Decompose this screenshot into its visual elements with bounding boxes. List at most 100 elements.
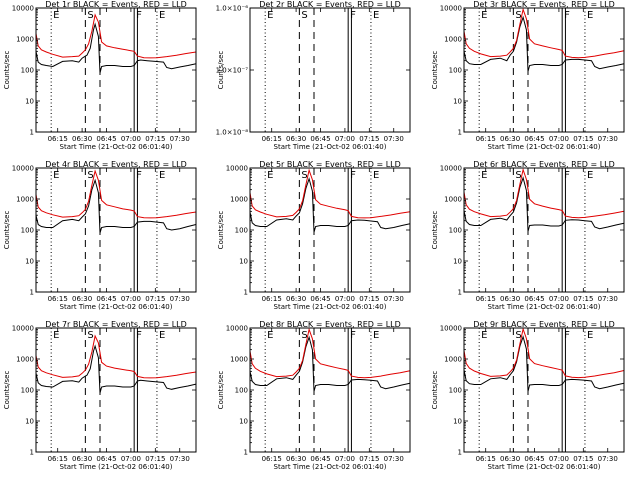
x-tick-label: 07:30 xyxy=(170,135,190,143)
y-tick-label: 1000 xyxy=(444,36,462,44)
x-tick-label: 07:00 xyxy=(121,295,141,303)
series-line-events xyxy=(463,15,625,72)
y-tick-label: 1000 xyxy=(230,196,248,204)
y-tick-label: 1000 xyxy=(444,196,462,204)
x-tick-label: 07:00 xyxy=(121,455,141,463)
x-tick-label: 07:00 xyxy=(549,295,569,303)
x-tick-label: 07:30 xyxy=(170,295,190,303)
series-line-lld xyxy=(463,327,625,379)
plot-frame xyxy=(249,167,411,293)
detector-panel-5: E S F E 06:15 06:30 06:45 07:00 07:15 07:30 1 10 100… xyxy=(217,160,411,311)
y-tick-label: 1.0×10⁻⁷ xyxy=(216,67,249,75)
x-axis-label: Start Time (21-Oct-02 06:01:40) xyxy=(60,143,173,151)
x-tick-label: 06:45 xyxy=(524,295,544,303)
marker-label: E xyxy=(587,10,593,21)
marker-label: S xyxy=(515,170,521,181)
y-tick-label: 10000 xyxy=(12,5,34,13)
y-axis-label: Counts/sec xyxy=(217,371,225,410)
x-axis-label: Start Time (21-Oct-02 06:01:40) xyxy=(60,303,173,311)
series-line-events xyxy=(463,176,625,232)
y-tick-label: 10000 xyxy=(440,5,462,13)
x-tick-label: 06:15 xyxy=(476,295,496,303)
y-tick-label: 1 xyxy=(244,289,248,297)
series-line-lld xyxy=(463,167,625,219)
y-tick-label: 10 xyxy=(453,258,462,266)
marker-label: F xyxy=(350,170,356,181)
x-tick-label: 07:00 xyxy=(335,135,355,143)
marker-label: E xyxy=(373,330,379,341)
x-tick-label: 07:15 xyxy=(359,135,379,143)
x-tick-label: 06:45 xyxy=(96,455,116,463)
y-axis-label: Counts/sec xyxy=(217,211,225,250)
x-tick-label: 06:30 xyxy=(286,135,306,143)
plot-frame xyxy=(463,327,625,453)
x-tick-label: 06:30 xyxy=(500,135,520,143)
plot-frame xyxy=(463,167,625,293)
marker-label: F xyxy=(136,330,142,341)
y-axis-label: Counts/sec xyxy=(431,371,439,410)
x-tick-label: 06:15 xyxy=(262,135,282,143)
y-tick-label: 1000 xyxy=(16,36,34,44)
panel-title: Det 2r BLACK = Events, RED = LLD xyxy=(259,0,401,9)
marker-label: E xyxy=(159,170,165,181)
y-axis-label: Counts/sec xyxy=(3,211,11,250)
y-tick-label: 100 xyxy=(21,387,34,395)
panel-title: Det 3r BLACK = Events, RED = LLD xyxy=(473,0,615,9)
detector-panel-4: E S F E 06:15 06:30 06:45 07:00 07:15 07:30 1 10 100… xyxy=(3,160,197,311)
marker-label: E xyxy=(587,170,593,181)
y-tick-label: 1000 xyxy=(444,356,462,364)
x-tick-label: 06:15 xyxy=(48,135,68,143)
y-tick-label: 1000 xyxy=(16,196,34,204)
y-axis-label: Counts/sec xyxy=(431,51,439,90)
x-tick-label: 06:15 xyxy=(48,295,68,303)
y-axis-label: Counts/sec xyxy=(3,371,11,410)
y-tick-label: 10 xyxy=(453,418,462,426)
y-tick-label: 10 xyxy=(25,258,34,266)
y-tick-label: 1 xyxy=(244,449,248,457)
panel-title: Det 5r BLACK = Events, RED = LLD xyxy=(259,160,401,169)
y-tick-label: 10 xyxy=(239,258,248,266)
x-tick-label: 07:15 xyxy=(573,295,593,303)
plot-frame xyxy=(249,327,411,453)
marker-label: F xyxy=(136,170,142,181)
series-line-events xyxy=(35,344,197,394)
x-axis-label: Start Time (21-Oct-02 06:01:40) xyxy=(488,143,601,151)
marker-label: E xyxy=(159,10,165,21)
y-tick-label: 10 xyxy=(25,98,34,106)
detector-panel-9: E S F E 06:15 06:30 06:45 07:00 07:15 07:30 1 10 100… xyxy=(431,320,625,471)
y-tick-label: 1 xyxy=(30,449,34,457)
marker-label: E xyxy=(587,330,593,341)
marker-label: F xyxy=(564,10,570,21)
y-tick-label: 1000 xyxy=(16,356,34,364)
series-line-lld xyxy=(249,168,411,219)
marker-label: S xyxy=(301,170,307,181)
y-tick-label: 10000 xyxy=(12,325,34,333)
y-tick-label: 100 xyxy=(235,387,248,395)
x-tick-label: 06:30 xyxy=(72,135,92,143)
y-tick-label: 100 xyxy=(235,227,248,235)
marker-label: S xyxy=(301,330,307,341)
x-tick-label: 06:30 xyxy=(500,295,520,303)
x-tick-label: 07:30 xyxy=(170,455,190,463)
detector-panel-8: E S F E 06:15 06:30 06:45 07:00 07:15 07:30 1 10 100… xyxy=(217,320,411,471)
x-tick-label: 06:30 xyxy=(286,455,306,463)
detector-panel-6: E S F E 06:15 06:30 06:45 07:00 07:15 07:30 1 10 100… xyxy=(431,160,625,311)
y-tick-label: 10000 xyxy=(440,325,462,333)
x-axis-label: Start Time (21-Oct-02 06:01:40) xyxy=(488,463,601,471)
panel-title: Det 9r BLACK = Events, RED = LLD xyxy=(473,320,615,329)
x-tick-label: 07:15 xyxy=(359,455,379,463)
x-axis-label: Start Time (21-Oct-02 06:01:40) xyxy=(488,303,601,311)
x-tick-label: 06:30 xyxy=(286,295,306,303)
x-tick-label: 07:30 xyxy=(384,455,404,463)
marker-label: E xyxy=(53,330,59,341)
marker-label: F xyxy=(350,10,356,21)
x-tick-label: 07:00 xyxy=(335,295,355,303)
y-tick-label: 1 xyxy=(30,289,34,297)
x-tick-label: 06:45 xyxy=(310,295,330,303)
x-tick-label: 07:00 xyxy=(549,135,569,143)
x-tick-label: 06:15 xyxy=(262,295,282,303)
y-tick-label: 10000 xyxy=(440,165,462,173)
x-tick-label: 07:15 xyxy=(145,295,165,303)
marker-label: E xyxy=(159,330,165,341)
